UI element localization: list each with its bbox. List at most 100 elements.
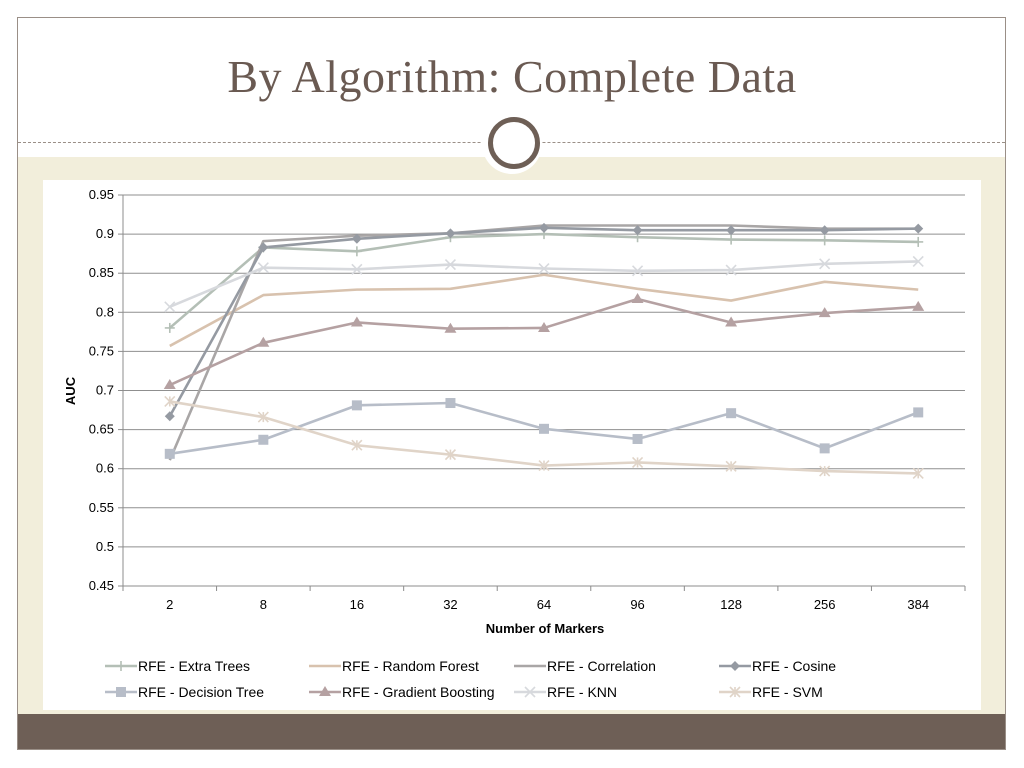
data-point <box>819 258 831 270</box>
y-tick-labels: 0.45 0.5 0.55 0.6 0.65 0.7 0.75 0.8 0.85 0.9 0.95 <box>89 187 114 593</box>
legend-label: RFE - Cosine <box>752 658 836 674</box>
data-point <box>350 316 363 327</box>
x-tick-label: 64 <box>537 597 551 612</box>
data-point <box>164 301 176 313</box>
data-point <box>257 336 270 347</box>
data-point <box>729 686 741 698</box>
x-axis-label: Number of Markers <box>486 621 604 636</box>
y-axis-label: AUC <box>63 376 78 405</box>
data-point <box>730 661 740 671</box>
data-point <box>726 408 737 419</box>
data-point <box>116 661 126 671</box>
x-tick-labels: 2 8 16 32 64 96 128 256 384 <box>166 597 929 612</box>
data-point <box>257 411 269 423</box>
data-point <box>632 225 643 236</box>
data-point <box>445 398 456 409</box>
legend-item: RFE - SVM <box>719 684 823 700</box>
data-point <box>444 449 457 461</box>
data-point <box>258 242 269 253</box>
data-point <box>819 225 830 236</box>
data-point <box>725 460 737 472</box>
legend-label: RFE - Extra Trees <box>138 658 250 674</box>
data-point <box>538 321 550 332</box>
chart-panel: 0.45 0.5 0.55 0.6 0.65 0.7 0.75 0.8 0.85 0.9 0.95 … <box>43 180 981 710</box>
data-point <box>631 293 644 304</box>
data-point <box>631 456 644 469</box>
y-tick-label: 0.55 <box>89 500 114 515</box>
data-point <box>912 467 924 479</box>
data-point <box>445 228 456 239</box>
footer-bar <box>18 714 1005 749</box>
x-tick-label: 2 <box>166 597 173 612</box>
y-tick-label: 0.65 <box>89 422 114 437</box>
data-point <box>351 246 362 257</box>
y-tick-label: 0.6 <box>96 461 114 476</box>
y-tick-label: 0.75 <box>89 343 114 358</box>
y-tick-label: 0.7 <box>96 383 114 398</box>
data-point <box>631 265 644 277</box>
data-point <box>444 259 457 271</box>
data-point <box>257 262 269 274</box>
data-point <box>632 433 643 444</box>
x-tick-label: 32 <box>443 597 457 612</box>
data-point <box>116 687 126 697</box>
data-point <box>538 460 550 472</box>
data-point <box>164 395 176 408</box>
series-lines <box>168 224 919 475</box>
data-point <box>725 316 738 327</box>
data-point <box>539 423 549 434</box>
legend-label: RFE - Correlation <box>547 658 656 674</box>
legend-item: RFE - KNN <box>514 684 617 700</box>
y-tick-label: 0.9 <box>96 226 114 241</box>
data-point <box>912 255 924 268</box>
data-point <box>819 465 831 477</box>
data-point <box>351 263 363 275</box>
data-point <box>539 222 549 233</box>
line-chart: 0.450.50.550.60.650.70.750.80.850.90.95 … <box>63 187 966 700</box>
y-tick-label: 0.95 <box>89 187 114 202</box>
series-markers <box>163 222 925 479</box>
legend-label: RFE - KNN <box>547 684 617 700</box>
legend-item: RFE - Correlation <box>514 658 656 674</box>
circle-ornament-icon <box>488 117 540 169</box>
data-point <box>913 407 924 418</box>
data-point <box>913 236 924 247</box>
data-point <box>819 443 830 454</box>
legend-item: RFE - Random Forest <box>309 658 479 674</box>
legend-item: RFE - Cosine <box>719 658 836 674</box>
legend-item: RFE - Decision Tree <box>105 684 264 700</box>
data-point <box>524 686 536 698</box>
data-point <box>163 379 176 390</box>
legend-label: RFE - Gradient Boosting <box>342 684 495 700</box>
data-point <box>725 264 737 276</box>
x-tick-label: 128 <box>720 597 742 612</box>
x-tick-label: 384 <box>907 597 929 612</box>
y-tick-label: 0.85 <box>89 265 114 280</box>
y-tick-label: 0.8 <box>96 304 114 319</box>
x-tick-label: 8 <box>260 597 267 612</box>
series-line <box>169 273 919 348</box>
data-point <box>164 448 175 459</box>
data-point <box>351 233 362 244</box>
x-tick-label: 96 <box>630 597 644 612</box>
legend-label: RFE - Decision Tree <box>138 684 264 700</box>
data-point <box>164 411 175 422</box>
x-tick-label: 16 <box>350 597 364 612</box>
data-point <box>819 235 830 246</box>
data-point <box>164 322 175 333</box>
data-point <box>726 225 737 236</box>
legend-item: RFE - Gradient Boosting <box>309 684 495 700</box>
data-point <box>351 400 362 411</box>
data-point <box>319 686 331 696</box>
grid-lines <box>118 194 966 591</box>
data-point <box>258 434 269 445</box>
y-tick-label: 0.45 <box>89 578 114 593</box>
legend-label: RFE - Random Forest <box>342 658 479 674</box>
data-point <box>351 439 363 451</box>
data-point <box>913 223 924 234</box>
data-point <box>538 262 550 275</box>
y-tick-label: 0.5 <box>96 539 114 554</box>
x-tick-label: 256 <box>814 597 836 612</box>
legend-item: RFE - Extra Trees <box>105 658 250 674</box>
data-point <box>726 234 737 245</box>
